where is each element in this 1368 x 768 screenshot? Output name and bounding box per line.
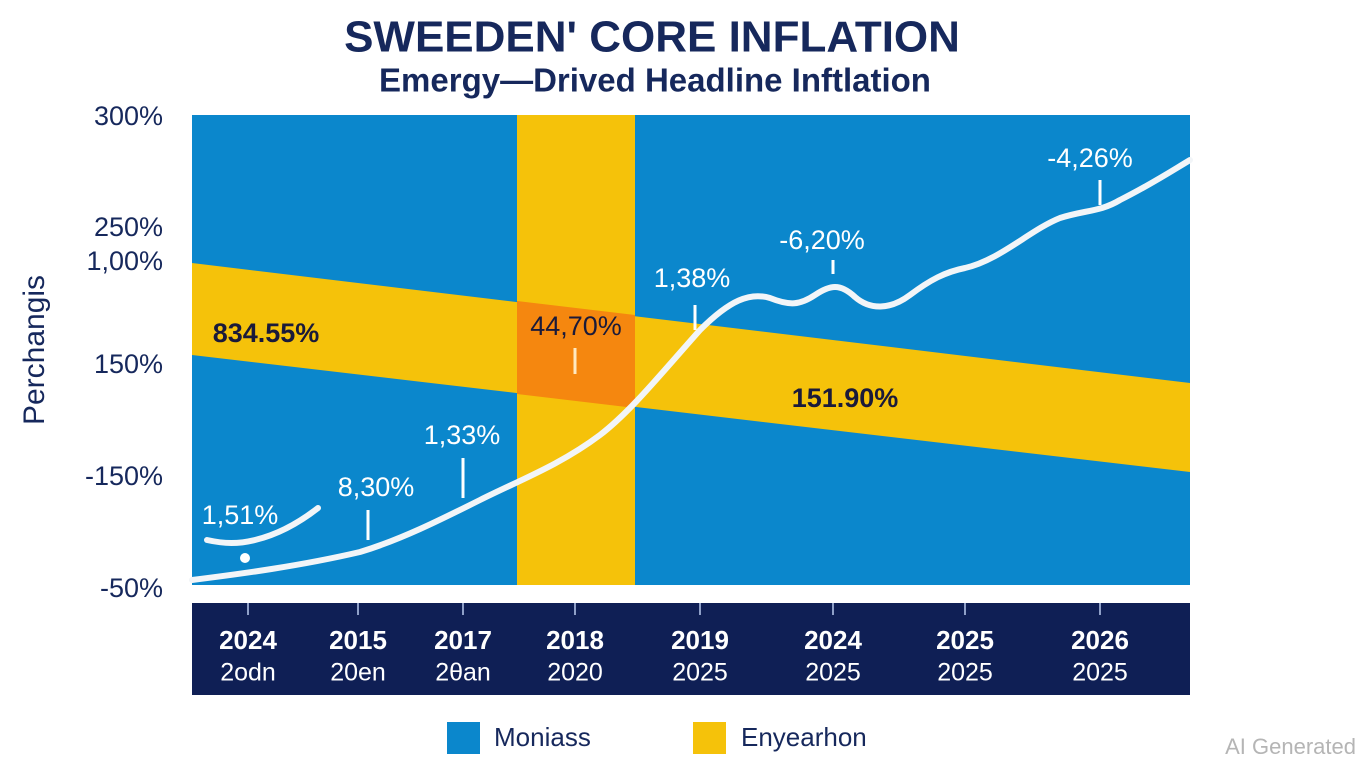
legend-label: Enyearhon <box>741 722 867 752</box>
band-label: 834.55% <box>213 318 320 348</box>
band-label: 151.90% <box>792 383 899 413</box>
legend-label: Moniass <box>494 722 591 752</box>
trend-line-fragment <box>204 505 321 546</box>
annotation: 44,70% <box>530 311 622 341</box>
x-tick-label: 2024 <box>219 625 277 655</box>
chart-subtitle: Emergy—Drived Headline Inftlation <box>379 62 931 99</box>
annotation: 8,30% <box>338 472 415 502</box>
plot-area <box>189 115 1193 585</box>
trend-line <box>189 157 1193 583</box>
x-tick-sublabel: 2θan <box>435 659 491 687</box>
watermark: AI Generated <box>1225 734 1356 759</box>
x-tick-label: 2025 <box>936 625 994 655</box>
chart-title: SWEEDEN' CORE INFLATION <box>344 13 960 62</box>
y-axis-label: Perchangis <box>18 275 51 425</box>
annotation: 1,33% <box>424 420 501 450</box>
y-tick-label: 1,00% <box>86 246 163 276</box>
x-tick-sublabel: 20en <box>330 659 386 687</box>
point-marker <box>240 553 250 563</box>
annotation: -4,26% <box>1047 143 1133 173</box>
x-tick-label: 2017 <box>434 625 492 655</box>
x-tick-label: 2019 <box>671 625 729 655</box>
x-tick-sublabel: 2020 <box>547 659 603 687</box>
y-tick-label: 150% <box>94 349 163 379</box>
x-tick-sublabel: 2025 <box>672 659 728 687</box>
x-tick-label: 2018 <box>546 625 604 655</box>
x-tick-label: 2015 <box>329 625 387 655</box>
annotation: 1,38% <box>654 263 731 293</box>
annotation: 1,51% <box>202 500 279 530</box>
annotation: -6,20% <box>779 225 865 255</box>
flag-horizontal-band <box>192 263 1190 472</box>
x-tick-sublabel: 2odn <box>220 659 276 687</box>
legend-swatch <box>447 722 480 754</box>
x-axis-bar <box>192 603 1190 695</box>
y-tick-label: -50% <box>100 573 163 603</box>
x-tick-label: 2024 <box>804 625 862 655</box>
x-tick-label: 2026 <box>1071 625 1129 655</box>
x-tick-sublabel: 2025 <box>937 659 993 687</box>
legend-swatch <box>693 722 726 754</box>
y-tick-label: 250% <box>94 212 163 242</box>
y-tick-label: -150% <box>85 461 163 491</box>
x-tick-sublabel: 2025 <box>1072 659 1128 687</box>
x-tick-sublabel: 2025 <box>805 659 861 687</box>
y-tick-label: 300% <box>94 101 163 131</box>
